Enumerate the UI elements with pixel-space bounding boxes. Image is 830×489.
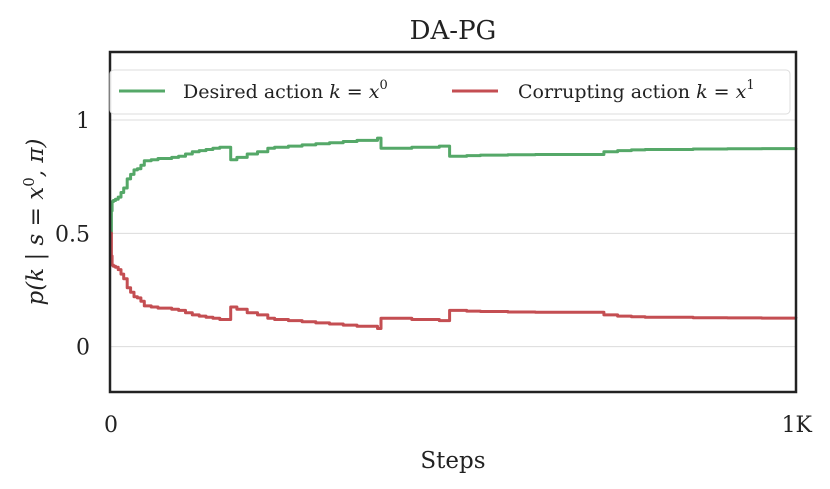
legend-math-corrupting: k = x [696, 81, 747, 103]
series-lines [109, 136, 798, 330]
x-tick-label: 0 [104, 413, 118, 438]
series-line-corrupting [109, 231, 798, 330]
legend-sup-desired: 0 [379, 78, 387, 93]
chart-title: DA-PG [410, 16, 497, 46]
legend-text-corrupting: Corrupting action [518, 81, 690, 103]
x-tick-label: 1K [782, 413, 813, 438]
y-axis-label: p(k | s = x0, π) [20, 139, 49, 306]
x-axis-ticks: 0 1K [104, 413, 813, 438]
legend-text-desired: Desired action [183, 81, 323, 103]
y-axis-ticks: 00.51 [55, 109, 90, 361]
legend-sup-corrupting: 1 [746, 78, 754, 93]
legend: Desired action k = x0 Corrupting action … [109, 69, 791, 115]
y-tick-label: 1 [76, 109, 90, 134]
series-line-desired [109, 136, 798, 235]
y-label-lead: p(k [23, 268, 49, 306]
plot-frame [108, 50, 798, 394]
grid [110, 119, 796, 348]
legend-label-corrupting: Corrupting action k = x1 [518, 78, 755, 103]
legend-math-desired: k = x [329, 81, 380, 103]
y-label-sup: 0 [20, 177, 38, 187]
y-label-cond: s = x [23, 187, 49, 246]
y-tick-label: 0 [76, 336, 90, 361]
y-label-tail: , π) [23, 139, 49, 178]
y-label-bar: | [23, 253, 49, 261]
legend-label-desired: Desired action k = x0 [183, 78, 388, 103]
x-axis-label: Steps [420, 448, 485, 474]
legend-box [109, 69, 791, 115]
y-tick-label: 0.5 [55, 222, 90, 247]
